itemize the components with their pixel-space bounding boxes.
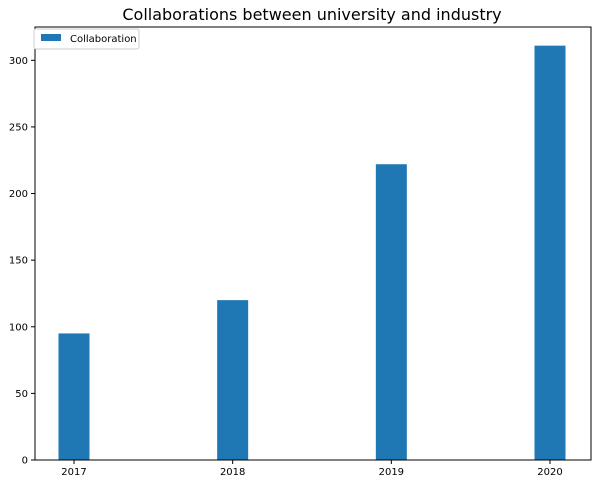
y-tick-label: 100 [9,322,28,333]
y-tick-label: 200 [9,189,28,200]
plot-area: 0 50 100 150 200 250 300 2017 2018 2019 2020 [9,26,592,478]
y-tick-label: 300 [9,56,28,67]
bar-2019 [375,164,407,460]
legend-label: Collaboration [70,34,137,45]
bar-2020 [534,45,566,460]
y-tick-label: 250 [9,122,28,133]
bar-2017 [58,333,90,460]
legend-swatch [41,34,61,41]
y-tick-label: 50 [15,389,28,400]
axes-frame [34,26,592,461]
y-tick-label: 150 [9,256,28,267]
chart-title: Collaborations between university and in… [122,5,501,24]
x-tick-label: 2017 [61,467,86,478]
y-tick-label: 0 [22,456,28,467]
x-tick-label: 2018 [220,467,245,478]
bar-2018 [217,300,249,460]
legend: Collaboration [33,28,140,50]
x-tick-label: 2019 [379,467,404,478]
x-tick-label: 2020 [537,467,562,478]
